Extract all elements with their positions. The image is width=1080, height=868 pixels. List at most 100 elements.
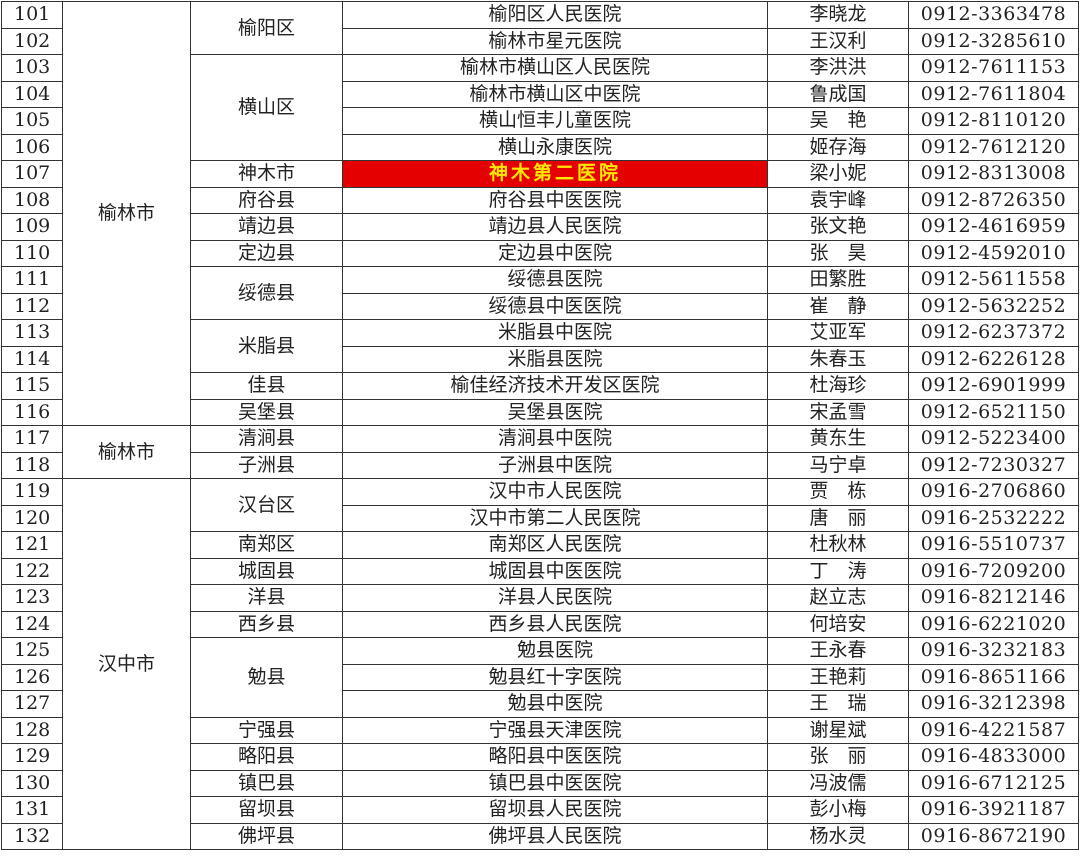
row-number: 118 bbox=[1, 451, 63, 479]
phone-cell: 0916-8672190 bbox=[908, 822, 1079, 850]
contact-cell: 崔 静 bbox=[767, 292, 909, 320]
row-number: 131 bbox=[1, 796, 63, 824]
contact-cell: 王永春 bbox=[767, 637, 909, 665]
district-cell: 子洲县 bbox=[190, 451, 343, 479]
row-number: 128 bbox=[1, 716, 63, 744]
hospital-cell: 宁强县天津医院 bbox=[342, 716, 768, 744]
hospital-cell: 榆阳区人民医院 bbox=[342, 1, 768, 29]
district-cell: 城固县 bbox=[190, 557, 343, 585]
contact-cell: 张 丽 bbox=[767, 743, 909, 771]
district-cell: 靖边县 bbox=[190, 213, 343, 241]
table-row: 117 榆林市 清涧县 清涧县中医院 黄东生 0912-5223400 bbox=[1, 425, 1079, 479]
contact-cell: 张 昊 bbox=[767, 239, 909, 267]
hospital-cell: 洋县人民医院 bbox=[342, 584, 768, 612]
table-row: 105 横山恒丰儿童医院吴 艳 0912-8110120 bbox=[1, 107, 1079, 135]
district-cell: 神木市 bbox=[190, 160, 343, 188]
phone-cell: 0912-8726350 bbox=[908, 186, 1079, 214]
row-number: 127 bbox=[1, 690, 63, 718]
row-number: 120 bbox=[1, 504, 63, 532]
contact-cell: 唐 丽 bbox=[767, 504, 909, 532]
district-cell: 洋县 bbox=[190, 584, 343, 612]
row-number: 103 bbox=[1, 54, 63, 82]
row-number: 123 bbox=[1, 584, 63, 612]
table-row: 127 勉县中医院王 瑞 0916-3212398 bbox=[1, 690, 1079, 718]
contact-cell: 杨水灵 bbox=[767, 822, 909, 850]
row-number: 129 bbox=[1, 743, 63, 771]
contact-cell: 马宁卓 bbox=[767, 451, 909, 479]
phone-cell: 0912-6226128 bbox=[908, 345, 1079, 373]
phone-cell: 0912-3285610 bbox=[908, 27, 1079, 55]
phone-cell: 0912-7230327 bbox=[908, 451, 1079, 479]
phone-cell: 0912-5611558 bbox=[908, 266, 1079, 294]
table-row: 118 子洲县 子洲县中医院 马宁卓 0912-7230327 bbox=[1, 451, 1079, 479]
table-row: 130 镇巴县 镇巴县中医医院 冯波儒 0916-6712125 bbox=[1, 769, 1079, 797]
row-number: 113 bbox=[1, 319, 63, 347]
phone-cell: 0912-6237372 bbox=[908, 319, 1079, 347]
contact-cell: 黄东生 bbox=[767, 425, 909, 453]
table-row: 119 汉中市 汉台区 汉中市人民医院贾 栋 0916-2706860 bbox=[1, 478, 1079, 850]
hospital-cell: 略阳县中医医院 bbox=[342, 743, 768, 771]
hospital-cell: 汉中市人民医院 bbox=[342, 478, 768, 506]
hospital-cell: 清涧县中医院 bbox=[342, 425, 768, 453]
hospital-cell: 子洲县中医院 bbox=[342, 451, 768, 479]
district-cell: 南郑区 bbox=[190, 531, 343, 559]
phone-cell: 0916-3232183 bbox=[908, 637, 1079, 665]
table-row: 106 横山永康医院 姬存海 0912-7612120 bbox=[1, 133, 1079, 161]
district-cell: 清涧县 bbox=[190, 425, 343, 453]
phone-cell: 0916-2706860 bbox=[908, 478, 1079, 506]
hospital-cell: 横山恒丰儿童医院 bbox=[342, 107, 768, 135]
table-row: 120 汉中市第二人民医院唐 丽 0916-2532222 bbox=[1, 504, 1079, 532]
contact-cell: 吴 艳 bbox=[767, 107, 909, 135]
city-cell: 榆林市 bbox=[62, 425, 191, 479]
contact-cell: 彭小梅 bbox=[767, 796, 909, 824]
contact-cell: 何培安 bbox=[767, 610, 909, 638]
district-cell: 定边县 bbox=[190, 239, 343, 267]
hospital-cell: 榆林市横山区中医院 bbox=[342, 80, 768, 108]
row-number: 124 bbox=[1, 610, 63, 638]
district-cell: 留坝县 bbox=[190, 796, 343, 824]
row-number: 132 bbox=[1, 822, 63, 850]
contact-cell: 王汉利 bbox=[767, 27, 909, 55]
table-body: 101 榆林市 榆阳区 榆阳区人民医院 李晓龙 0912-3363478 102 榆林市星元医… bbox=[1, 1, 1079, 850]
table-row: 126 勉县红十字医院 王艳莉 0916-8651166 bbox=[1, 663, 1079, 691]
row-number: 107 bbox=[1, 160, 63, 188]
phone-cell: 0912-6901999 bbox=[908, 372, 1079, 400]
phone-cell: 0912-7611153 bbox=[908, 54, 1079, 82]
table-row: 108 府谷县 府谷县中医医院 袁宇峰 0912-8726350 bbox=[1, 186, 1079, 214]
hospital-cell: 勉县中医院 bbox=[342, 690, 768, 718]
phone-cell: 0912-8110120 bbox=[908, 107, 1079, 135]
contact-cell: 李洪洪 bbox=[767, 54, 909, 82]
hospital-cell: 榆林市横山区人民医院 bbox=[342, 54, 768, 82]
phone-cell: 0912-5223400 bbox=[908, 425, 1079, 453]
contact-cell: 袁宇峰 bbox=[767, 186, 909, 214]
row-number: 105 bbox=[1, 107, 63, 135]
phone-cell: 0916-4221587 bbox=[908, 716, 1079, 744]
row-number: 110 bbox=[1, 239, 63, 267]
phone-cell: 0916-6221020 bbox=[908, 610, 1079, 638]
row-number: 116 bbox=[1, 398, 63, 426]
phone-cell: 0916-3212398 bbox=[908, 690, 1079, 718]
table-row: 103 横山区 榆林市横山区人民医院 李洪洪 0912-7611153 bbox=[1, 54, 1079, 161]
contact-cell: 朱春玉 bbox=[767, 345, 909, 373]
district-cell: 横山区 bbox=[190, 54, 343, 161]
table-row: 125 勉县 勉县医院 王永春 0916-3232183 bbox=[1, 637, 1079, 718]
contact-cell: 冯波儒 bbox=[767, 769, 909, 797]
table-row: 111 绥德县 绥德县医院 田繁胜 0912-5611558 bbox=[1, 266, 1079, 320]
row-number: 115 bbox=[1, 372, 63, 400]
contact-cell: 宋孟雪 bbox=[767, 398, 909, 426]
contact-cell: 王 瑞 bbox=[767, 690, 909, 718]
contact-cell: 梁小妮 bbox=[767, 160, 909, 188]
district-cell: 佛坪县 bbox=[190, 822, 343, 850]
row-number: 114 bbox=[1, 345, 63, 373]
contact-cell: 张文艳 bbox=[767, 213, 909, 241]
contact-cell: 贾 栋 bbox=[767, 478, 909, 506]
row-number: 102 bbox=[1, 27, 63, 55]
table-row: 102 榆林市星元医院 王汉利 0912-3285610 bbox=[1, 27, 1079, 55]
district-cell: 镇巴县 bbox=[190, 769, 343, 797]
hospital-cell: 靖边县人民医院 bbox=[342, 213, 768, 241]
phone-cell: 0916-4833000 bbox=[908, 743, 1079, 771]
table-row: 109 靖边县 靖边县人民医院 张文艳 0912-4616959 bbox=[1, 213, 1079, 241]
hospital-contact-table: 101 榆林市 榆阳区 榆阳区人民医院 李晓龙 0912-3363478 102 榆林市星元医… bbox=[1, 1, 1079, 850]
district-cell: 汉台区 bbox=[190, 478, 343, 532]
hospital-cell: 米脂县中医院 bbox=[342, 319, 768, 347]
